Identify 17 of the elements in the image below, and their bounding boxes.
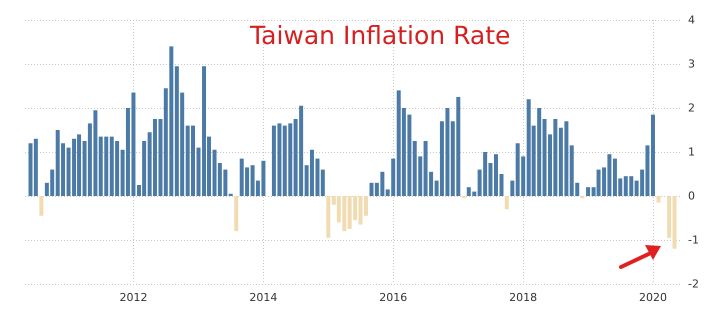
x-tick-label: 2016 xyxy=(379,291,408,304)
bar xyxy=(504,196,509,210)
y-tick-label: 2 xyxy=(688,102,695,114)
chart-title: Taiwan Inflation Rate xyxy=(249,21,510,50)
y-tick-label: 3 xyxy=(688,58,695,70)
x-tick-label: 2012 xyxy=(119,291,148,304)
y-tick-label: -1 xyxy=(688,234,699,246)
x-tick-label: 2020 xyxy=(638,291,667,304)
x-tick-label: 2018 xyxy=(509,291,538,304)
bar xyxy=(39,196,44,216)
y-tick-label: 4 xyxy=(688,14,695,26)
bar xyxy=(656,196,660,203)
bar xyxy=(234,196,238,232)
y-tick-label: 1 xyxy=(688,146,695,158)
y-tick-label: -2 xyxy=(688,278,699,290)
x-tick-label: 2014 xyxy=(249,291,278,304)
y-tick-label: 0 xyxy=(688,190,695,202)
